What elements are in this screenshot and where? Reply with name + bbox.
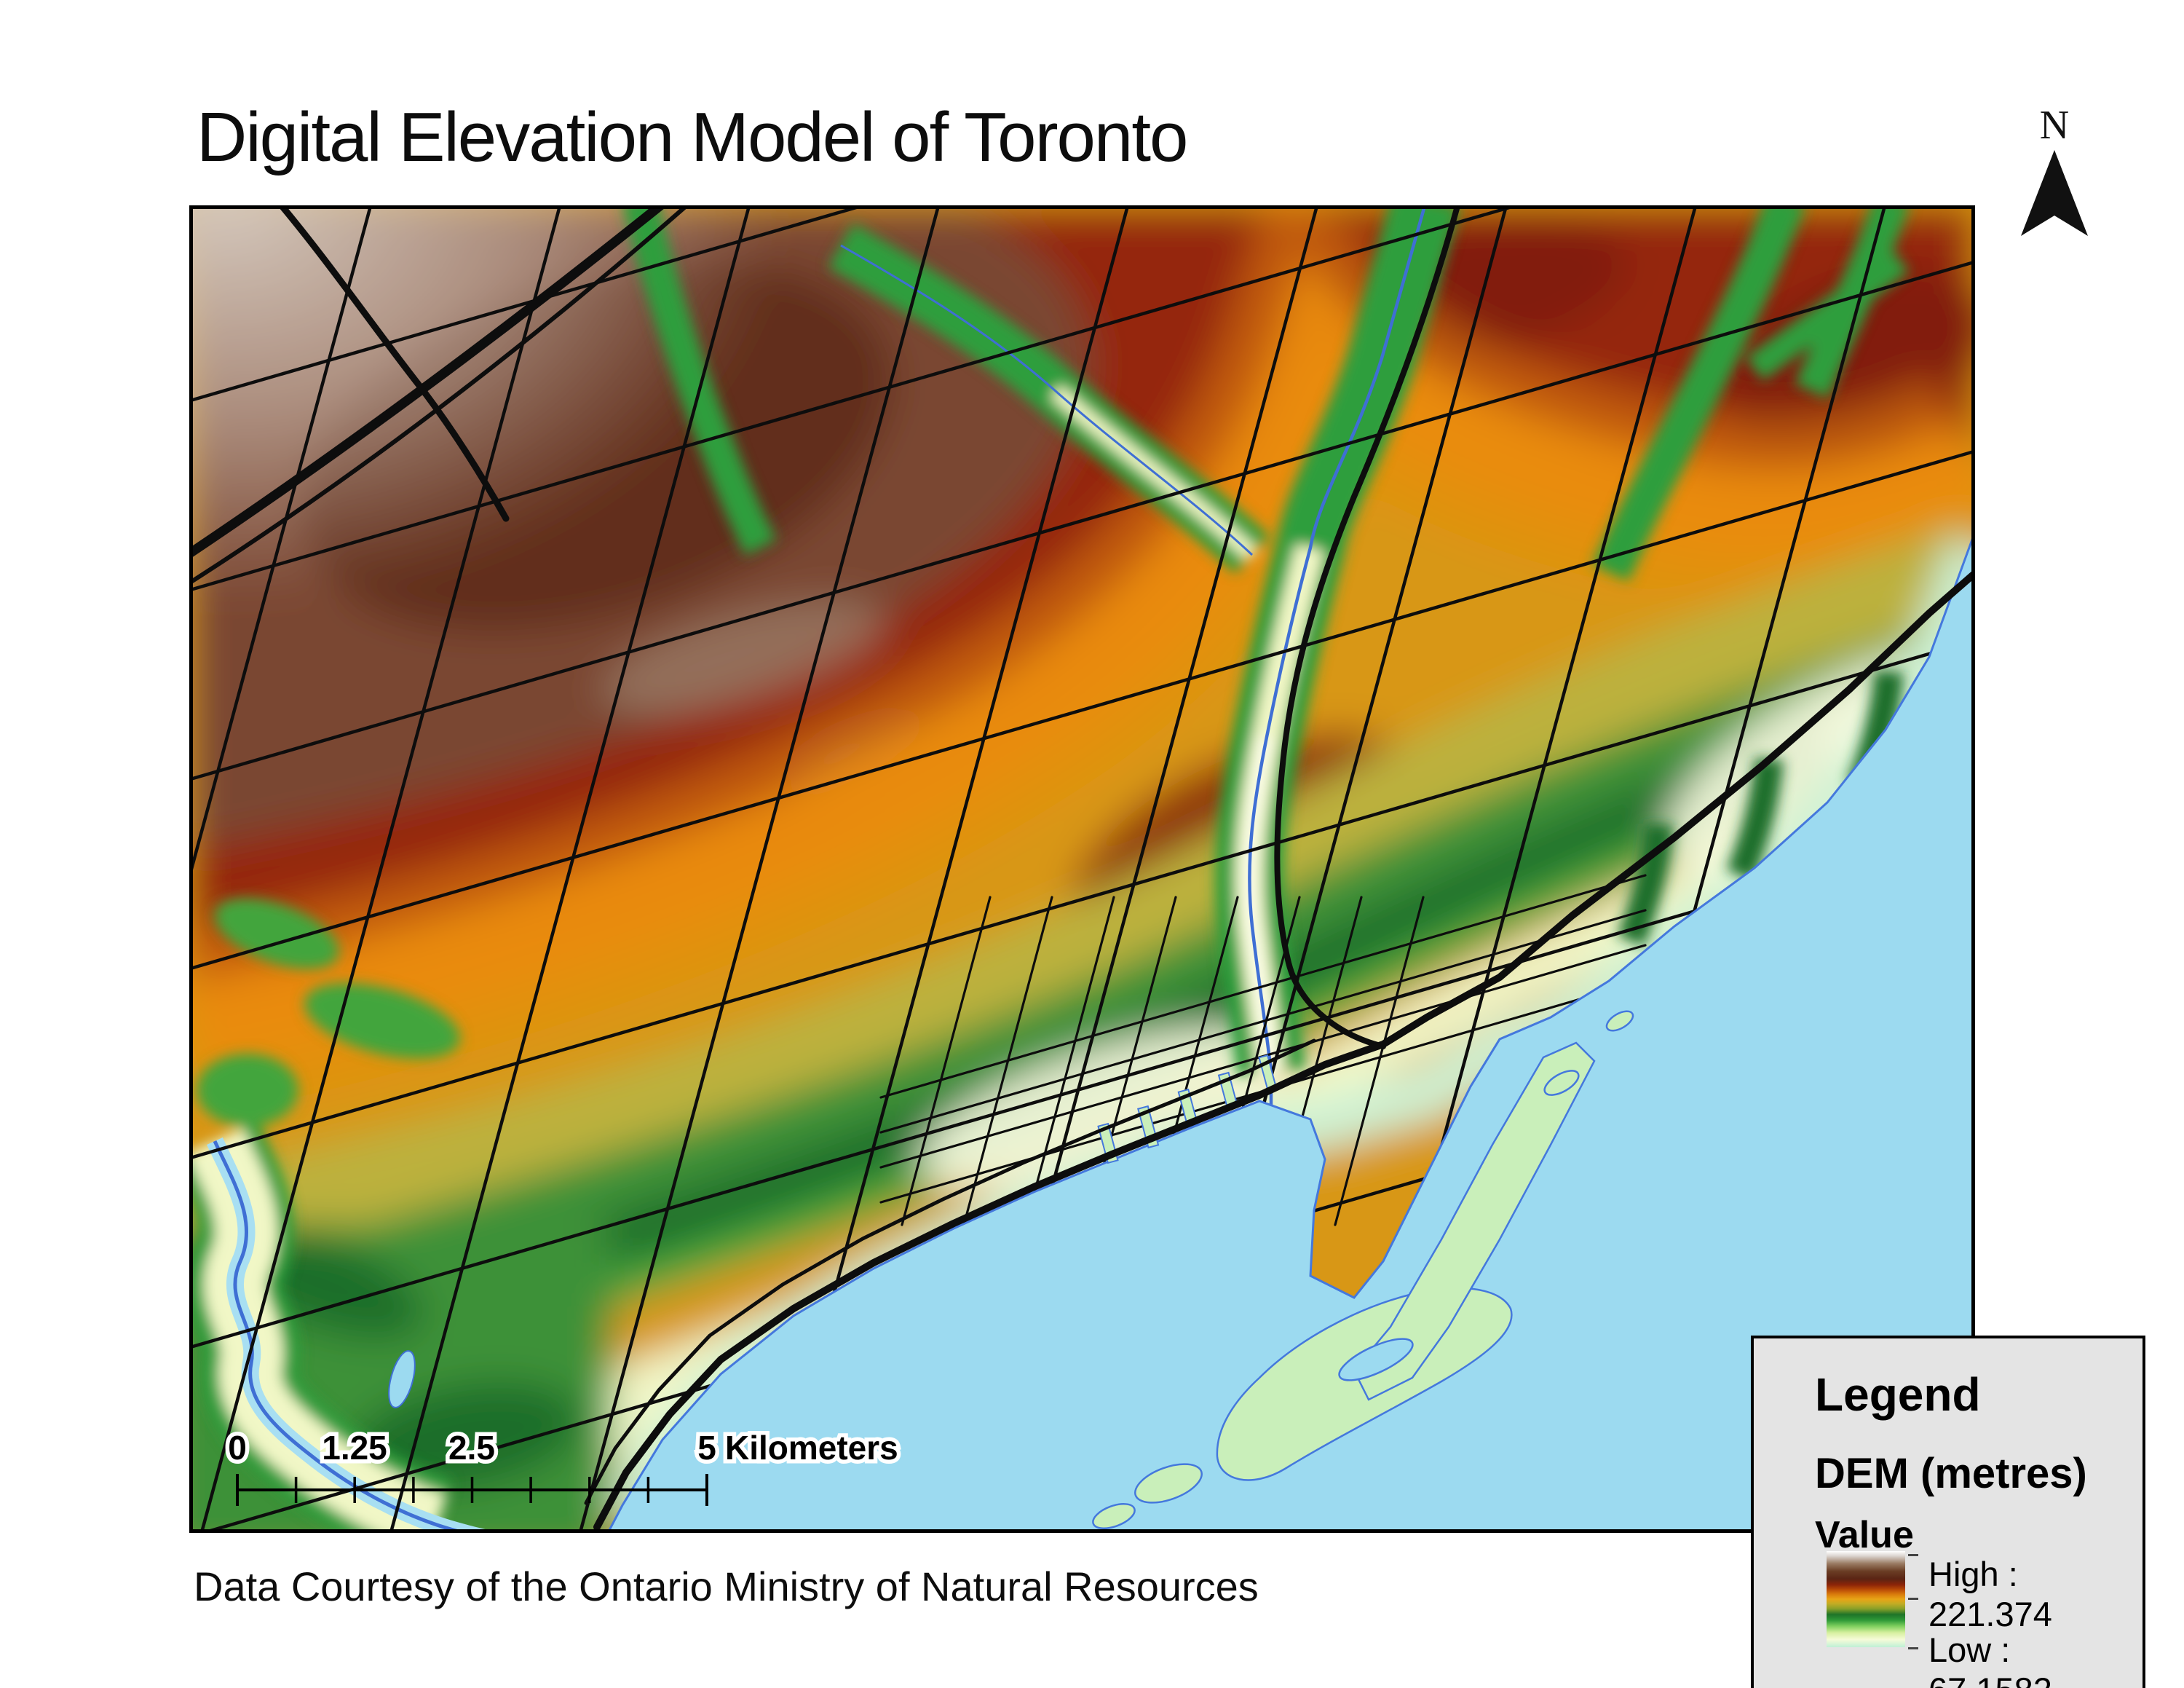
scale-label-0: 0 [228,1429,247,1467]
scale-label-2-5: 2.5 [448,1429,495,1467]
legend-field-name: Value [1815,1514,1914,1556]
island-lagoon [1338,1338,1414,1381]
ramp-tick-high [1908,1554,1918,1556]
gardiner-expressway [584,569,1975,1531]
legend-high-value: High : 221.374 [1928,1555,2052,1633]
toronto-islands [1092,1010,1634,1529]
humber-river [213,1140,472,1533]
scale-label-5: 5 [697,1429,716,1467]
north-label: N [2040,103,2069,148]
scale-unit-label: Kilometers [725,1429,898,1467]
grenadier-pond [388,1350,416,1408]
data-credit-caption: Data Courtesy of the Ontario Ministry of… [194,1563,1259,1609]
leslie-street-spit [1353,1041,1596,1401]
north-arrow: N [2021,103,2088,236]
legend-title: Legend [1815,1368,1981,1421]
legend-color-ramp [1827,1551,1905,1647]
don-river [1248,205,1427,1108]
legend-layer-name: DEM (metres) [1815,1450,2087,1497]
ramp-tick-low [1908,1647,1918,1649]
legend-panel: Legend DEM (metres) Value [1751,1336,2145,1688]
scale-bar: 0 1.25 2.5 5 Kilometers [224,1425,902,1506]
map-frame: 0 1.25 2.5 5 Kilometers [189,205,1975,1533]
rivers [207,205,1427,1533]
north-arrow-icon [2021,150,2088,236]
don-west-branch [840,244,1254,556]
map-canvas: 0 1.25 2.5 5 Kilometers [189,205,1975,1533]
highway-400 [277,205,510,522]
legend-low-value: Low : 67.1582 [1928,1630,2052,1688]
map-border [189,205,1975,1533]
don-valley-parkway [1274,205,1461,1049]
highway-401-collector [189,205,691,586]
scale-label-1-25: 1.25 [322,1429,387,1467]
lake-ontario [606,531,1975,1533]
ramp-tick-mid [1908,1598,1918,1600]
map-title: Digital Elevation Model of Toronto [197,98,1188,176]
